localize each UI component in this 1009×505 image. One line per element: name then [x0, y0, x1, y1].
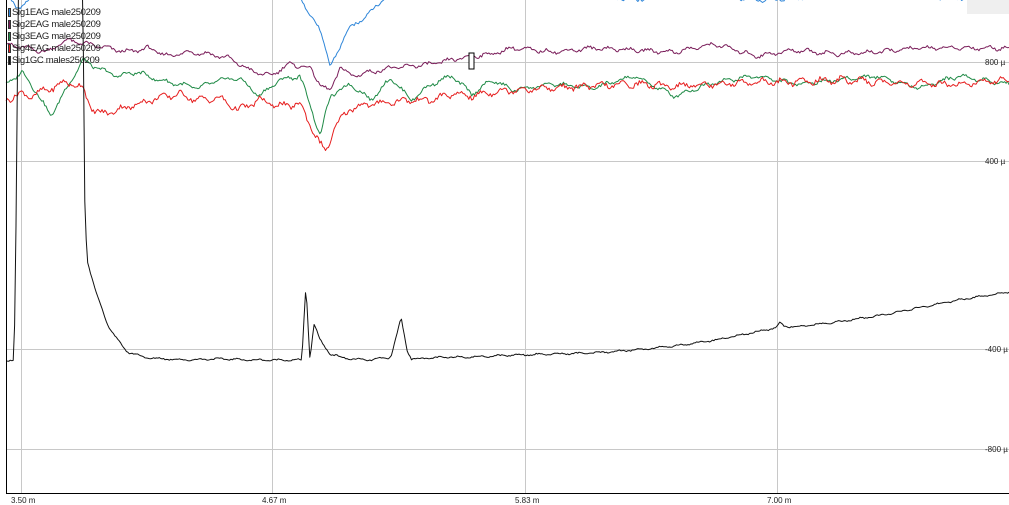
grid [6, 0, 1009, 493]
series-line-2 [5, 37, 1009, 91]
legend-label: Sig1GC males250209 [12, 54, 100, 66]
cursor-marker[interactable] [468, 52, 475, 70]
series-line-3 [5, 57, 1009, 135]
legend-swatch [8, 19, 11, 29]
legend-item[interactable]: Sig1GC males250209 [8, 54, 101, 66]
x-tick-label: 7.00 m [767, 496, 792, 505]
legend-label: Sig2EAG male250209 [12, 18, 101, 30]
legend-item[interactable]: Sig2EAG male250209 [8, 18, 101, 30]
y-tick-labels: 800 µ 400 µ -400 µ -800 µ [985, 58, 1008, 454]
series-line-4 [5, 75, 1009, 151]
legend-label: Sig1EAG male250209 [12, 6, 101, 18]
corner-panel [967, 0, 1009, 14]
legend-item[interactable]: Sig4EAG male250209 [8, 42, 101, 54]
x-tick-label: 4.67 m [262, 496, 287, 505]
x-tick-label: 3.50 m [11, 496, 36, 505]
axes [6, 0, 1009, 494]
legend-swatch [8, 31, 11, 41]
legend-swatch [8, 55, 11, 65]
series-lines [5, 0, 1009, 362]
legend-item[interactable]: Sig1EAG male250209 [8, 6, 101, 18]
legend: Sig1EAG male250209 Sig2EAG male250209 Sig3… [8, 6, 101, 66]
x-tick-label: 5.83 m [515, 496, 540, 505]
y-tick-label: 400 µ [985, 157, 1006, 166]
x-tick-labels: 3.50 m 4.67 m 5.83 m 7.00 m [11, 496, 792, 505]
y-tick-label: -800 µ [985, 445, 1008, 454]
series-line-5 [6, 0, 1009, 362]
legend-label: Sig4EAG male250209 [12, 42, 101, 54]
legend-swatch [8, 7, 11, 17]
y-tick-label: 800 µ [985, 58, 1006, 67]
legend-item[interactable]: Sig3EAG male250209 [8, 30, 101, 42]
legend-label: Sig3EAG male250209 [12, 30, 101, 42]
y-tick-label: -400 µ [985, 345, 1008, 354]
series-line-1 [10, 0, 1004, 66]
legend-swatch [8, 43, 11, 53]
